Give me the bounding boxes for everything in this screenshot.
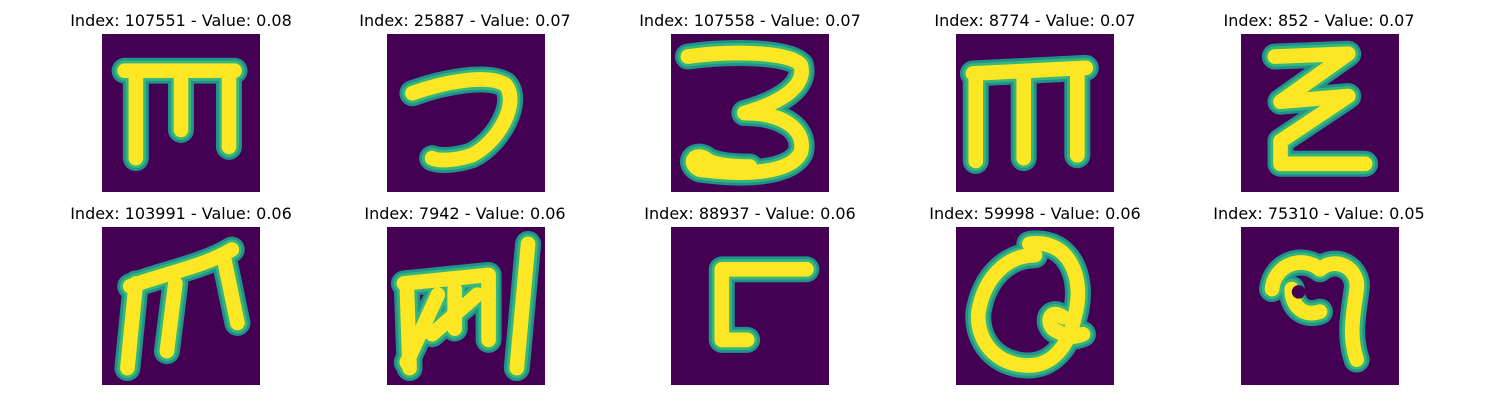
glyph-stroke bbox=[970, 236, 1091, 373]
digit-image-tile bbox=[1241, 227, 1399, 385]
panel-title: Index: 103991 - Value: 0.06 bbox=[70, 204, 292, 223]
glyph-strokes bbox=[111, 57, 248, 172]
glyph-image bbox=[1241, 227, 1399, 385]
panel-title: Index: 25887 - Value: 0.07 bbox=[359, 11, 571, 30]
glyph-stroke bbox=[396, 236, 536, 376]
panel-title: Index: 107558 - Value: 0.07 bbox=[639, 11, 861, 30]
panel-title: Index: 75310 - Value: 0.05 bbox=[1213, 204, 1425, 223]
glyph-stroke bbox=[117, 63, 242, 166]
glyph-image bbox=[387, 227, 545, 385]
panel-title: Index: 88937 - Value: 0.06 bbox=[644, 204, 856, 223]
glyph-strokes bbox=[674, 40, 815, 186]
glyph-strokes bbox=[114, 236, 251, 382]
glyph-strokes bbox=[399, 66, 524, 173]
panel-title: Index: 59998 - Value: 0.06 bbox=[929, 204, 1141, 223]
glyph-strokes bbox=[959, 54, 1099, 174]
glyph-image bbox=[102, 227, 260, 385]
glyph-image bbox=[1241, 34, 1399, 192]
glyph-stroke bbox=[680, 45, 809, 180]
digit-image-tile bbox=[102, 227, 260, 385]
panel-title: Index: 107551 - Value: 0.08 bbox=[70, 11, 292, 30]
glyph-stroke bbox=[120, 242, 245, 376]
panel-title: Index: 7942 - Value: 0.06 bbox=[364, 204, 566, 223]
glyph-stroke bbox=[405, 72, 518, 168]
glyph-hole bbox=[1291, 285, 1306, 299]
glyph-image bbox=[671, 34, 829, 192]
glyph-image bbox=[102, 34, 260, 192]
glyph-image bbox=[387, 34, 545, 192]
glyph-stroke bbox=[965, 60, 1094, 169]
glyph-strokes bbox=[390, 230, 542, 382]
digit-image-tile bbox=[1241, 34, 1399, 192]
digit-image-tile bbox=[956, 34, 1114, 192]
glyph-strokes bbox=[1261, 40, 1379, 177]
glyph-stroke bbox=[714, 261, 814, 348]
digit-image-tile bbox=[671, 227, 829, 385]
glyph-strokes bbox=[1259, 249, 1370, 373]
glyph-image bbox=[956, 227, 1114, 385]
panel-title: Index: 852 - Value: 0.07 bbox=[1223, 11, 1415, 30]
image-background bbox=[671, 227, 829, 385]
digit-image-tile bbox=[671, 34, 829, 192]
glyph-image bbox=[671, 227, 829, 385]
glyph-strokes bbox=[708, 256, 820, 353]
glyph-strokes bbox=[965, 230, 1096, 379]
glyph-image bbox=[956, 34, 1114, 192]
digit-image-tile bbox=[102, 34, 260, 192]
digit-image-tile bbox=[387, 227, 545, 385]
panel-title: Index: 8774 - Value: 0.07 bbox=[934, 11, 1136, 30]
digit-image-tile bbox=[387, 34, 545, 192]
glyph-stroke bbox=[1267, 46, 1373, 172]
digit-image-tile bbox=[956, 227, 1114, 385]
